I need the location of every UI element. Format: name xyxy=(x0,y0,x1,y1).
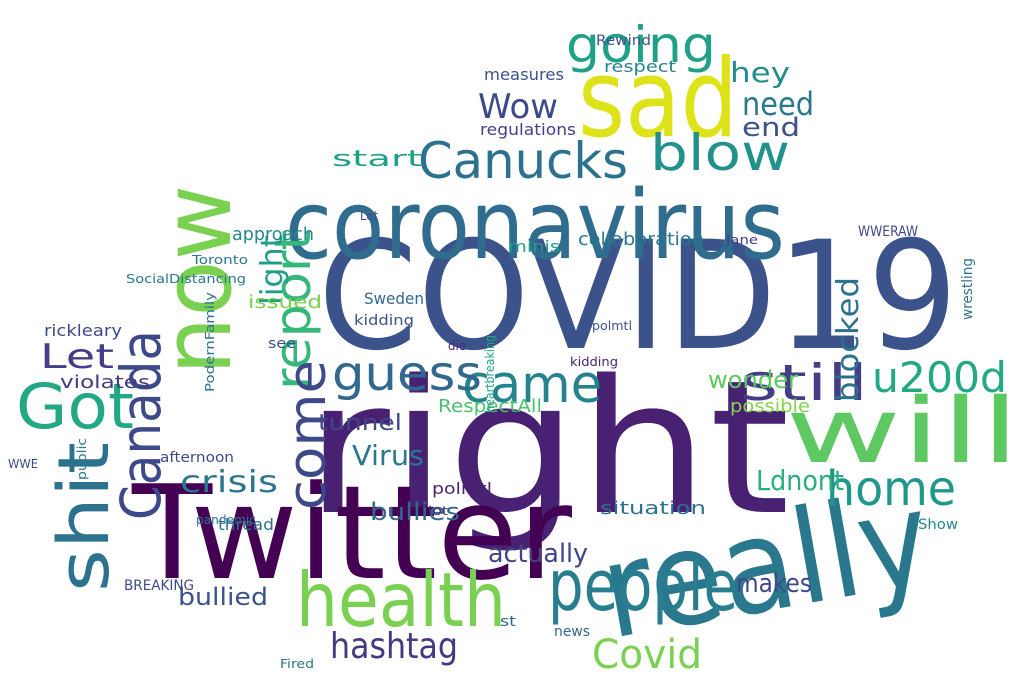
cloud-word: pandemic xyxy=(196,513,256,527)
cloud-word: Fired xyxy=(280,657,314,671)
cloud-word: Sweden xyxy=(364,289,424,308)
cloud-word: came xyxy=(462,355,602,415)
cloud-word: sad xyxy=(578,37,738,162)
cloud-word: actually xyxy=(488,539,588,569)
cloud-word: start xyxy=(332,147,423,172)
cloud-word: BREAKING xyxy=(124,578,194,594)
cloud-word: going xyxy=(566,16,716,74)
cloud-word: thread xyxy=(218,515,274,534)
cloud-word: wonder xyxy=(708,366,798,394)
cloud-word: Show xyxy=(918,517,958,533)
cloud-word: Canada xyxy=(109,330,173,520)
cloud-word: see xyxy=(268,336,296,352)
cloud-word: shit xyxy=(43,442,125,592)
cloud-word: hey xyxy=(730,56,790,89)
cloud-word: possible xyxy=(730,396,810,417)
cloud-word: coronavirus xyxy=(285,171,785,281)
cloud-word: minis xyxy=(508,237,560,256)
cloud-word: Ldnont xyxy=(756,464,844,497)
cloud-word: Wow xyxy=(478,87,558,127)
cloud-word: health xyxy=(296,556,506,644)
cloud-word: lot xyxy=(428,504,448,518)
cloud-word: die xyxy=(448,339,466,353)
cloud-word: WWE xyxy=(8,457,38,471)
cloud-word: crisis xyxy=(180,465,278,500)
cloud-word: news xyxy=(554,624,590,640)
cloud-word: now xyxy=(143,185,253,375)
cloud-word: respect xyxy=(604,57,676,76)
cloud-word: guess xyxy=(332,346,482,402)
cloud-word: bullies xyxy=(370,498,460,526)
cloud-word: Jane xyxy=(725,233,758,247)
cloud-word: need xyxy=(742,85,814,123)
cloud-word: approach xyxy=(232,224,314,245)
cloud-word: u200d xyxy=(872,353,1007,402)
cloud-word: RespectAll xyxy=(438,396,542,417)
cloud-word: issued xyxy=(248,292,322,313)
cloud-word: violates xyxy=(60,372,150,393)
cloud-word: blocked xyxy=(831,277,866,402)
cloud-word: home xyxy=(826,461,956,517)
cloud-word: end xyxy=(742,113,800,143)
cloud-word: kidding xyxy=(354,313,414,329)
cloud-word: Canucks xyxy=(418,132,628,190)
cloud-word: rickleary xyxy=(44,321,122,340)
cloud-word: Toronto xyxy=(191,253,248,267)
cloud-word: collaboration xyxy=(578,229,704,250)
cloud-word: afternoon xyxy=(160,450,234,466)
cloud-word: Virus xyxy=(352,439,424,472)
cloud-word: public xyxy=(75,438,89,480)
cloud-word: Covid xyxy=(592,632,702,678)
cloud-word: polmtl xyxy=(592,319,632,333)
cloud-word: hashtag xyxy=(330,626,458,667)
cloud-word: st xyxy=(500,614,517,630)
cloud-word: tunnel xyxy=(318,411,402,436)
cloud-word: Rewind xyxy=(596,33,651,49)
cloud-word: come xyxy=(278,360,338,510)
cloud-word: situation xyxy=(600,498,706,519)
cloud-word: makes xyxy=(736,569,812,599)
cloud-word: kidding xyxy=(570,355,618,369)
cloud-word: report xyxy=(264,230,322,390)
cloud-word: will xyxy=(785,379,1020,484)
cloud-word: measures xyxy=(484,65,564,84)
cloud-word: bullied xyxy=(178,583,268,611)
cloud-word: light xyxy=(255,235,290,305)
cloud-word: right xyxy=(305,340,790,556)
cloud-word: blow xyxy=(650,124,790,182)
cloud-word: heartbreaking xyxy=(483,335,497,413)
cloud-word: COVID19 xyxy=(318,210,958,384)
cloud-word: SocialDistancing xyxy=(126,272,246,286)
cloud-word: Got xyxy=(16,370,134,443)
cloud-word: Let xyxy=(40,337,114,377)
cloud-word: wrestling xyxy=(960,258,976,320)
cloud-word: polmtl xyxy=(432,479,492,498)
cloud-word: Let xyxy=(360,209,378,223)
cloud-word: people xyxy=(548,545,738,627)
cloud-word: WWERAW xyxy=(858,224,918,240)
cloud-word: Twitter xyxy=(131,457,573,609)
cloud-word: PodernFamily xyxy=(203,292,217,392)
cloud-word: still xyxy=(740,354,868,412)
cloud-word: regulations xyxy=(480,120,576,139)
